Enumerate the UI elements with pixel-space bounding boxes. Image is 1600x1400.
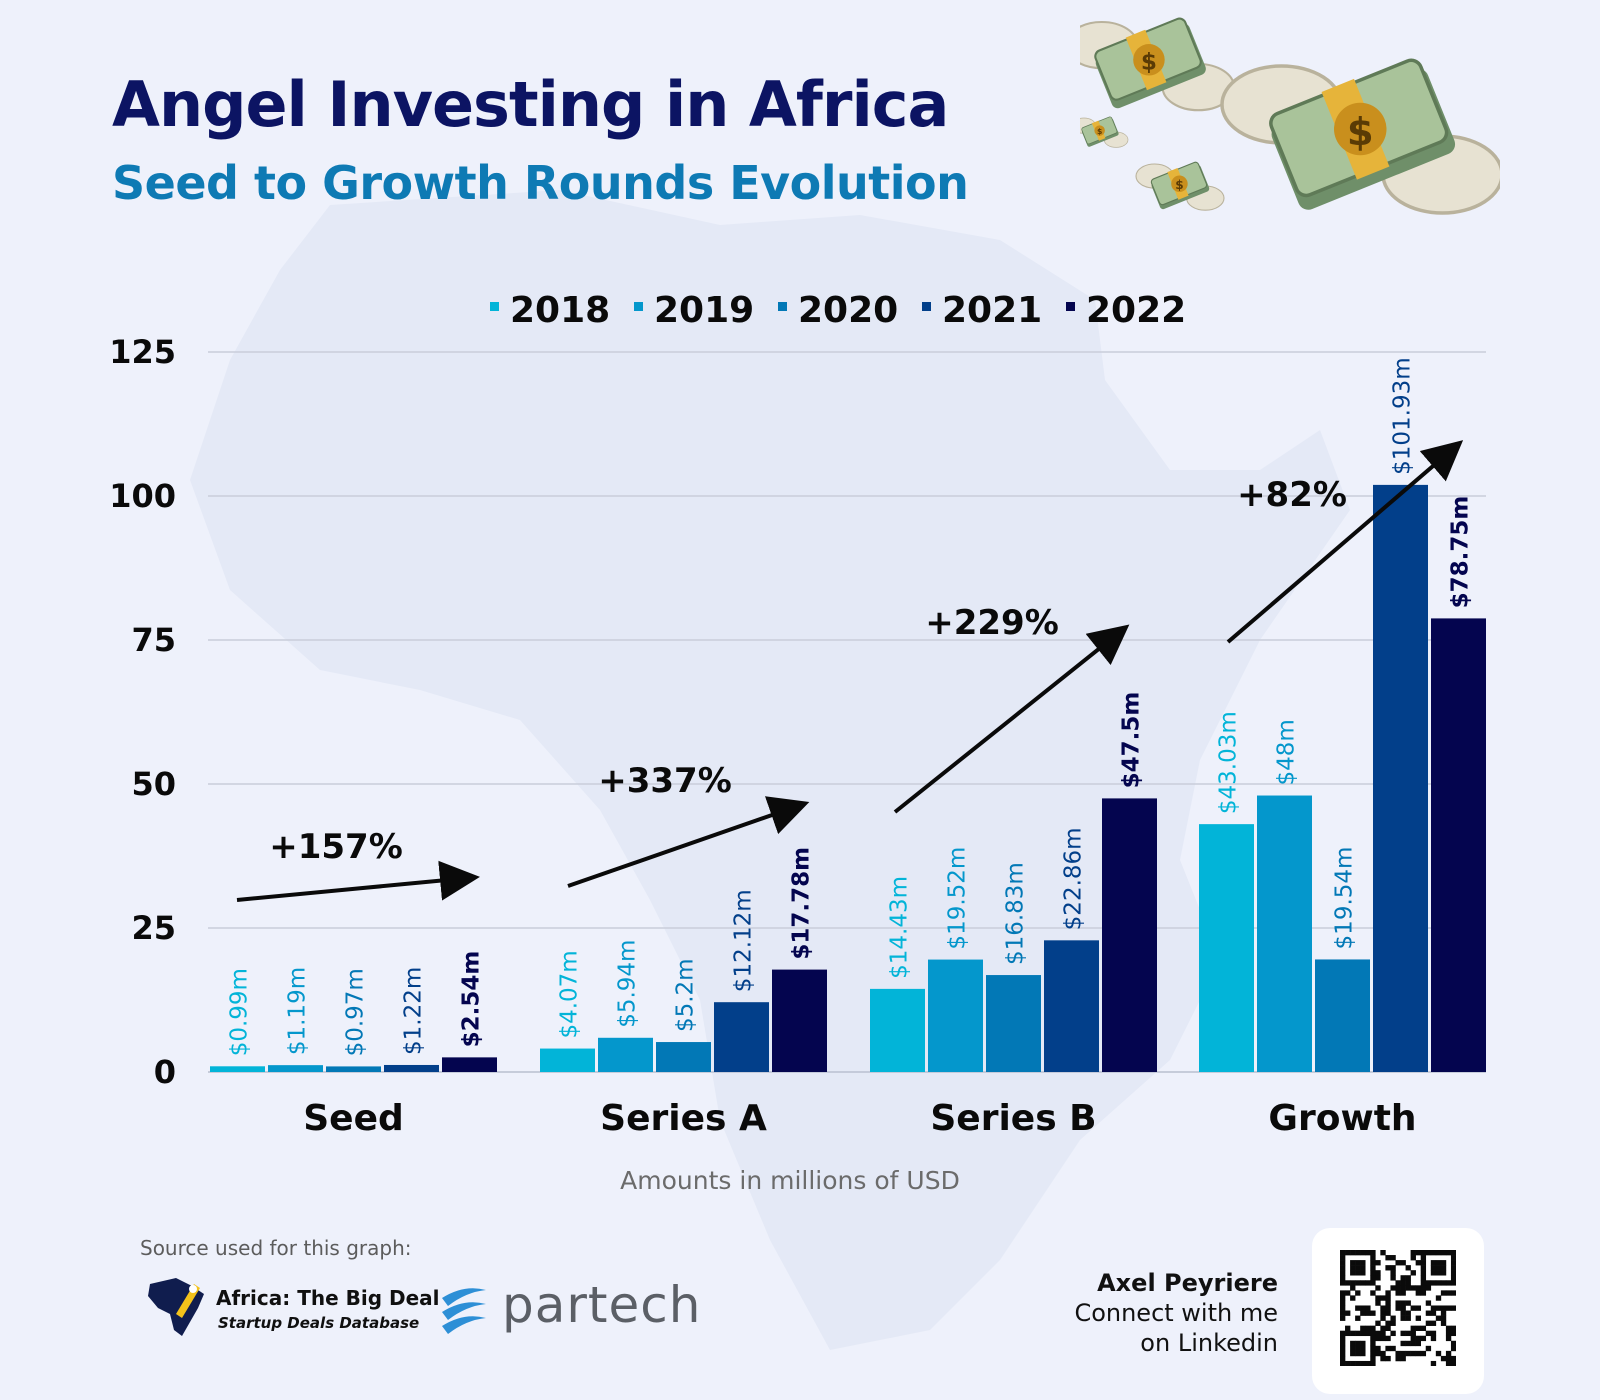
legend-label: 2022 — [1086, 290, 1186, 331]
data-label: $1.22m — [401, 967, 427, 1055]
author-block[interactable]: Axel Peyriere Connect with me on Linkedi… — [1074, 1268, 1278, 1358]
data-label: $19.54m — [1332, 847, 1358, 950]
data-label: $12.12m — [731, 889, 757, 992]
bar-chart: 0 25 50 75 100 125 2018 2019 2020 2021 2022 $0.99m $… — [109, 290, 1486, 1139]
africa-big-deal-logo[interactable]: Africa: The Big Deal Startup Deals Datab… — [146, 1274, 440, 1338]
page-title: Angel Investing in Africa — [112, 68, 949, 141]
author-line1: Connect with me — [1074, 1299, 1278, 1327]
data-label: $48m — [1274, 719, 1300, 785]
qr-card[interactable] — [1312, 1228, 1484, 1394]
growth-annotation: +157% — [269, 827, 403, 867]
source1-name: Africa: The Big Deal — [216, 1286, 440, 1310]
legend-swatch — [922, 302, 931, 311]
bar — [1199, 824, 1254, 1072]
data-label: $17.78m — [789, 847, 815, 960]
bar — [870, 988, 925, 1072]
growth-annotation: +229% — [925, 603, 1059, 643]
legend-swatch — [778, 302, 787, 311]
data-label: $47.5m — [1119, 692, 1145, 789]
bar — [326, 1066, 381, 1072]
partech-icon — [442, 1288, 486, 1334]
category-label: Series B — [930, 1098, 1096, 1139]
y-tick-label: 0 — [154, 1053, 176, 1091]
legend-label: 2020 — [798, 290, 898, 331]
qr-code-icon — [1340, 1250, 1456, 1366]
bar — [986, 975, 1041, 1072]
category-label: Series A — [600, 1098, 767, 1139]
partech-logo[interactable]: partech — [436, 1276, 706, 1340]
legend-label: 2018 — [510, 290, 610, 331]
bar — [1373, 484, 1428, 1073]
bar — [714, 1002, 769, 1072]
legend-label: 2021 — [942, 290, 1042, 331]
data-label: $2.54m — [459, 951, 485, 1048]
growth-annotation: +337% — [598, 761, 732, 801]
data-label: $4.07m — [557, 950, 583, 1038]
legend-swatch — [634, 302, 643, 311]
category-label: Seed — [303, 1098, 404, 1139]
data-label: $0.99m — [227, 968, 253, 1056]
data-label: $5.94m — [615, 940, 641, 1028]
legend-swatch — [1066, 302, 1075, 311]
bar — [598, 1037, 653, 1072]
source2-name: partech — [502, 1276, 702, 1334]
growth-arrow — [1226, 440, 1464, 644]
bar — [1102, 798, 1157, 1072]
growth-arrow — [236, 860, 480, 902]
data-label: $43.03m — [1216, 711, 1242, 814]
y-tick-label: 125 — [109, 333, 176, 371]
africa-rocket-icon — [148, 1278, 204, 1336]
growth-annotation: +82% — [1237, 475, 1347, 515]
bar — [1044, 940, 1099, 1072]
bar — [772, 969, 827, 1072]
data-label: $16.83m — [1003, 862, 1029, 965]
data-label: $14.43m — [887, 876, 913, 979]
data-label: $22.86m — [1061, 827, 1087, 930]
x-axis-label: Amounts in millions of USD — [620, 1166, 960, 1195]
data-label: $101.93m — [1390, 357, 1416, 475]
data-label: $19.52m — [945, 847, 971, 950]
bar — [210, 1066, 265, 1072]
bar — [442, 1057, 497, 1072]
bar — [928, 959, 983, 1072]
bar — [540, 1048, 595, 1072]
author-name: Axel Peyriere — [1097, 1269, 1278, 1297]
growth-arrow — [567, 796, 810, 888]
bar — [1315, 959, 1370, 1072]
category-label: Growth — [1268, 1098, 1416, 1139]
bar — [656, 1042, 711, 1072]
bar — [384, 1064, 439, 1072]
legend-swatch — [490, 302, 499, 311]
growth-arrow — [893, 624, 1130, 814]
y-tick-label: 100 — [109, 477, 176, 515]
bar — [1431, 618, 1486, 1072]
legend-label: 2019 — [654, 290, 754, 331]
data-label: $1.19m — [285, 967, 311, 1055]
y-tick-label: 75 — [131, 621, 176, 659]
data-label: $5.2m — [673, 958, 699, 1032]
source-title: Source used for this graph: — [140, 1236, 412, 1260]
bar — [1257, 795, 1312, 1072]
bar — [268, 1065, 323, 1072]
page-subtitle: Seed to Growth Rounds Evolution — [112, 156, 969, 210]
data-label: $0.97m — [343, 968, 369, 1056]
y-tick-label: 50 — [131, 765, 176, 803]
data-label: $78.75m — [1448, 496, 1474, 609]
author-line2: on Linkedin — [1140, 1329, 1278, 1357]
y-tick-label: 25 — [131, 909, 176, 947]
source1-tagline: Startup Deals Database — [218, 1314, 420, 1332]
